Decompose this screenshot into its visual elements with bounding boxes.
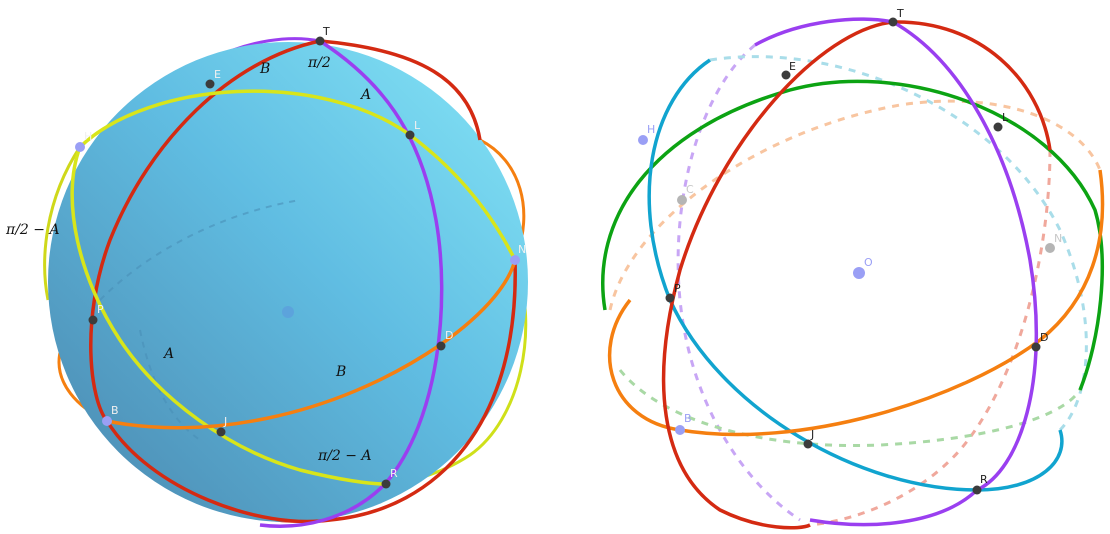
point-E[interactable]: [205, 79, 215, 89]
point-D[interactable]: [1031, 342, 1041, 352]
point-J[interactable]: [216, 427, 226, 437]
label-E: E: [214, 68, 221, 81]
label-D: D: [1040, 331, 1048, 344]
point-L[interactable]: [993, 122, 1003, 132]
point-B[interactable]: [675, 425, 685, 435]
point-J[interactable]: [803, 439, 813, 449]
label-H: H: [84, 130, 92, 143]
red-great-circle-upper: [319, 39, 482, 141]
sphere: [48, 42, 528, 522]
label-B: B: [111, 404, 119, 417]
point-P[interactable]: [88, 315, 98, 325]
left-points: [75, 36, 520, 489]
cyan-great-circle: [647, 58, 1064, 492]
point-N[interactable]: [510, 255, 520, 265]
purple-great-circle: [754, 17, 1039, 527]
purple-circle-dashed: [676, 43, 801, 522]
right-points: [638, 17, 1055, 495]
point-B[interactable]: [102, 416, 112, 426]
green-circle-dashed: [618, 369, 1082, 448]
point-P[interactable]: [665, 293, 675, 303]
right-point-labels: T E L H C N O P D B J R: [647, 7, 1062, 486]
label-bottom-angle: π/2 − A: [317, 448, 372, 464]
green-great-circle: [601, 79, 1104, 391]
orange-great-circle: [607, 169, 1105, 437]
point-T[interactable]: [315, 36, 325, 46]
point-H[interactable]: [638, 135, 648, 145]
point-C[interactable]: [677, 195, 687, 205]
red-circle-dashed: [809, 149, 1052, 527]
point-R[interactable]: [381, 479, 391, 489]
label-O: O: [864, 256, 873, 269]
label-E: E: [789, 60, 796, 73]
point-L[interactable]: [405, 130, 415, 140]
yellow-great-circle-lower: [70, 146, 386, 486]
point-T[interactable]: [888, 17, 898, 27]
point-E[interactable]: [781, 70, 791, 80]
label-pi-over-2: π/2: [307, 55, 331, 71]
label-arc-B-top: B: [259, 61, 270, 77]
label-C: C: [686, 183, 694, 196]
point-H[interactable]: [75, 142, 85, 152]
label-R: R: [390, 467, 398, 480]
label-left-angle: π/2 − A: [5, 222, 60, 238]
yellow-circle-back: [43, 146, 82, 301]
cyan-circle-dashed: [709, 55, 1088, 432]
left-3d-view: T E L H N P D B J R π/2 B A π/2 − A A B …: [5, 25, 528, 528]
label-arc-A-lower: A: [162, 346, 174, 362]
label-D: D: [445, 329, 453, 342]
sphere-center-point: [282, 306, 294, 318]
red-great-circle: [661, 20, 1052, 530]
label-N: N: [1054, 232, 1062, 245]
yellow-great-circle: [78, 89, 517, 261]
point-R[interactable]: [972, 485, 982, 495]
point-O[interactable]: [853, 267, 865, 279]
label-B: B: [684, 412, 692, 425]
right-2d-view: T E L H C N O P D B J R: [601, 7, 1105, 530]
label-N: N: [518, 243, 526, 256]
label-L: L: [414, 119, 421, 132]
purple-great-circle: [259, 39, 444, 528]
label-P: P: [97, 303, 104, 316]
label-R: R: [980, 473, 988, 486]
label-J: J: [223, 415, 227, 428]
label-arc-A-top: A: [359, 87, 371, 103]
hidden-dashed-curve: [99, 199, 301, 301]
label-L: L: [1002, 111, 1009, 124]
point-N[interactable]: [1045, 243, 1055, 253]
left-point-labels: T E L H N P D B J R: [84, 25, 526, 480]
label-arc-B-lower: B: [335, 364, 346, 380]
orange-great-circle: [106, 259, 517, 430]
label-P: P: [674, 282, 681, 295]
hidden-dashed-curve-2: [139, 329, 201, 441]
label-T: T: [322, 25, 330, 38]
left-math-labels: π/2 B A π/2 − A A B π/2 − A: [5, 55, 372, 464]
label-T: T: [896, 7, 904, 20]
point-D[interactable]: [436, 341, 446, 351]
red-great-circle: [89, 39, 517, 524]
label-H: H: [647, 123, 655, 136]
label-J: J: [810, 428, 814, 441]
